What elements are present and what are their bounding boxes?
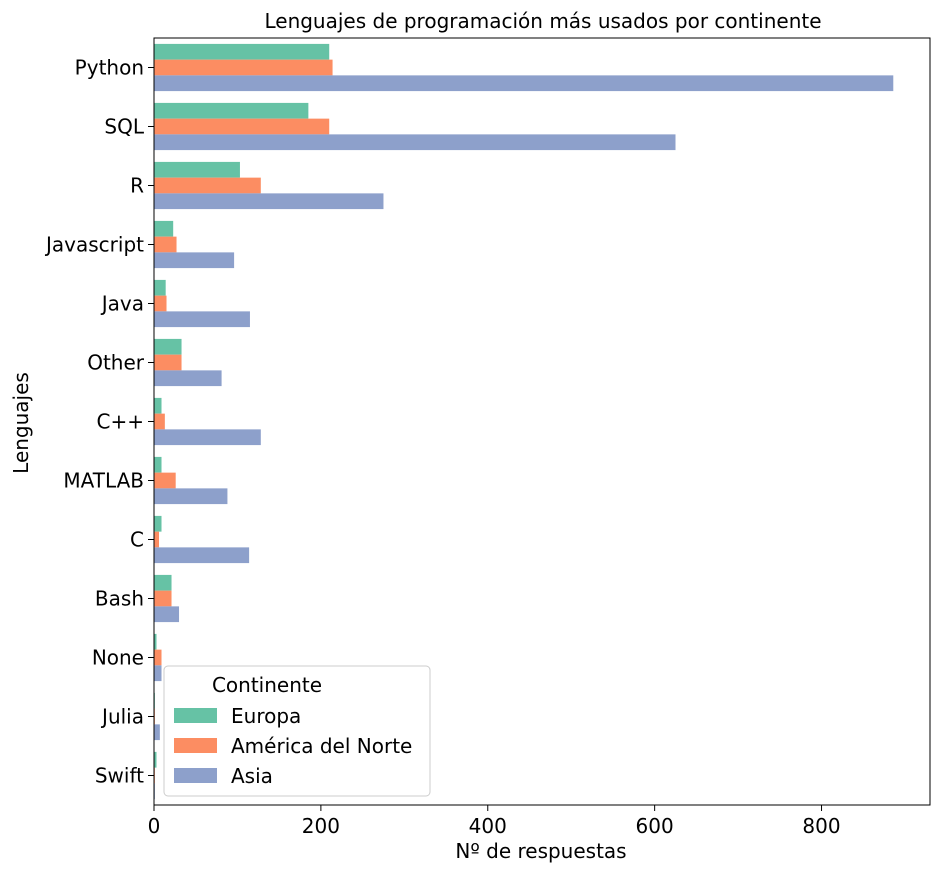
plot-frame <box>153 37 931 806</box>
y-tick-label: Python <box>75 56 144 80</box>
legend-box <box>163 665 431 797</box>
chart-title: Lenguajes de programación más usados por… <box>264 9 821 33</box>
y-tick-label: C++ <box>97 410 144 434</box>
y-tick-label: Julia <box>100 705 144 729</box>
y-tick-label: Java <box>100 292 144 316</box>
bar-matlab-2 <box>154 472 176 489</box>
bar-c-2 <box>154 413 165 430</box>
bar-none-3 <box>154 665 162 682</box>
bar-sql-1 <box>154 102 309 119</box>
bar-none-2 <box>154 649 162 666</box>
legend-swatch-1 <box>174 708 217 723</box>
bar-java-1 <box>154 279 166 296</box>
bar-bash-1 <box>154 574 172 591</box>
x-tick-label: 800 <box>802 814 840 838</box>
legend-swatch-3 <box>174 768 217 783</box>
y-tick-label: C <box>130 528 144 552</box>
y-tick-label: None <box>92 646 144 670</box>
x-tick-label: 200 <box>302 814 340 838</box>
bar-julia-3 <box>154 724 160 741</box>
y-tick-label: Bash <box>95 587 144 611</box>
y-tick-label: Javascript <box>44 233 144 257</box>
bar-python-1 <box>154 43 330 60</box>
legend-swatch-2 <box>174 738 217 753</box>
bar-c-3 <box>154 547 250 564</box>
bar-c-3 <box>154 429 261 446</box>
y-tick-label: R <box>130 174 144 198</box>
x-tick-label: 600 <box>636 814 674 838</box>
bar-swift-1 <box>154 751 157 768</box>
bar-r-1 <box>154 161 240 178</box>
bar-c-1 <box>154 397 162 414</box>
plot-area: Python SQL R Javascript Java Other C++ MATLAB C B… <box>44 37 931 838</box>
y-tick-label: Swift <box>95 764 144 788</box>
bar-sql-3 <box>154 134 676 151</box>
bar-other-2 <box>154 354 182 371</box>
bar-bash-3 <box>154 606 180 623</box>
legend-label-2: América del Norte <box>231 734 412 758</box>
bar-matlab-3 <box>154 488 228 505</box>
bar-c-2 <box>154 531 160 548</box>
bar-java-2 <box>154 295 167 312</box>
bar-bash-2 <box>154 590 172 607</box>
bar-javascript-2 <box>154 236 177 253</box>
bar-r-2 <box>154 177 261 194</box>
y-axis-title: Lenguajes <box>9 372 33 474</box>
x-tick-label: 400 <box>469 814 507 838</box>
legend-label-1: Europa <box>231 704 301 728</box>
legend-label-3: Asia <box>231 764 273 788</box>
bar-sql-2 <box>154 118 330 135</box>
y-tick-label: SQL <box>104 115 144 139</box>
bar-other-1 <box>154 338 182 355</box>
bar-python-3 <box>154 75 894 92</box>
bar-java-3 <box>154 311 250 328</box>
bar-c-1 <box>154 515 162 532</box>
bar-other-3 <box>154 370 222 387</box>
bar-r-3 <box>154 193 384 210</box>
bar-none-1 <box>154 633 157 650</box>
x-axis-title: Nº de respuestas <box>455 839 626 863</box>
x-tick-label: 0 <box>148 814 161 838</box>
legend-title: Continente <box>212 673 322 697</box>
bar-javascript-3 <box>154 252 235 269</box>
bar-javascript-1 <box>154 220 174 237</box>
y-tick-label: Other <box>87 351 145 375</box>
bar-python-2 <box>154 59 333 76</box>
legend: Continente Europa América del Norte Asia <box>163 665 431 797</box>
bar-matlab-1 <box>154 456 162 473</box>
y-tick-label: MATLAB <box>63 469 144 493</box>
